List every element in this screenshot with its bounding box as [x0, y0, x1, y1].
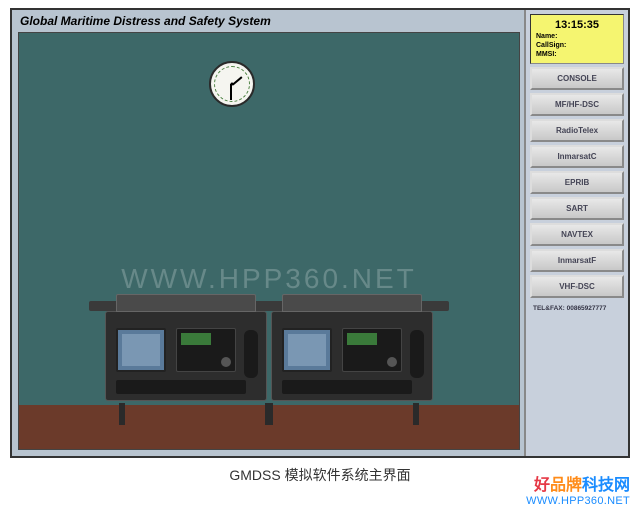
brand-char-2: 品牌 [550, 477, 582, 494]
display-screen[interactable] [116, 328, 166, 372]
console-top-unit [282, 294, 422, 312]
nav-inmarsatf[interactable]: InmarsatF [530, 249, 624, 272]
info-box: 13:15:35 Name: CallSign: MMSI: [530, 14, 624, 64]
telfax-info: TEL&FAX: 00865927777 [530, 303, 624, 314]
main-area: Global Maritime Distress and Safety Syst… [12, 10, 524, 456]
desk-leg [119, 403, 125, 425]
handset-icon[interactable] [410, 330, 424, 378]
nav-navtex[interactable]: NAVTEX [530, 223, 624, 246]
nav-console[interactable]: CONSOLE [530, 67, 624, 90]
nav-vhf-dsc[interactable]: VHF-DSC [530, 275, 624, 298]
nav-eprib[interactable]: EPRIB [530, 171, 624, 194]
callsign-label: CallSign: [536, 41, 618, 50]
console-top-unit [116, 294, 256, 312]
nav-sart[interactable]: SART [530, 197, 624, 220]
clock-time: 13:15:35 [536, 18, 618, 32]
name-label: Name: [536, 32, 618, 41]
desk-leg [267, 403, 273, 425]
clock-hour-hand [232, 76, 242, 85]
display-screen[interactable] [282, 328, 332, 372]
wall-clock [209, 61, 255, 107]
keyboard[interactable] [116, 380, 246, 394]
scene-viewport: WWW.HPP360.NET [18, 32, 520, 450]
console-right[interactable] [271, 311, 433, 401]
mmsi-label: MMSI: [536, 50, 618, 59]
brand-char-1: 好 [534, 477, 550, 494]
radio-unit[interactable] [176, 328, 236, 372]
app-title: Global Maritime Distress and Safety Syst… [12, 14, 524, 28]
console-left[interactable] [105, 311, 267, 401]
keyboard[interactable] [282, 380, 412, 394]
brand-logo: 好品牌科技网 WWW.HPP360.NET [526, 471, 630, 507]
nav-radiotelex[interactable]: RadioTelex [530, 119, 624, 142]
handset-icon[interactable] [244, 330, 258, 378]
watermark-text: WWW.HPP360.NET [19, 263, 519, 295]
side-panel: 13:15:35 Name: CallSign: MMSI: CONSOLE M… [524, 10, 628, 456]
app-frame: Global Maritime Distress and Safety Syst… [10, 8, 630, 458]
desk-leg [413, 403, 419, 425]
clock-minute-hand [231, 84, 233, 100]
brand-char-3: 科技网 [582, 477, 630, 494]
radio-unit[interactable] [342, 328, 402, 372]
equipment-desk [89, 301, 449, 425]
nav-mfhf-dsc[interactable]: MF/HF-DSC [530, 93, 624, 116]
nav-inmarsatc[interactable]: InmarsatC [530, 145, 624, 168]
brand-url: WWW.HPP360.NET [526, 495, 630, 507]
